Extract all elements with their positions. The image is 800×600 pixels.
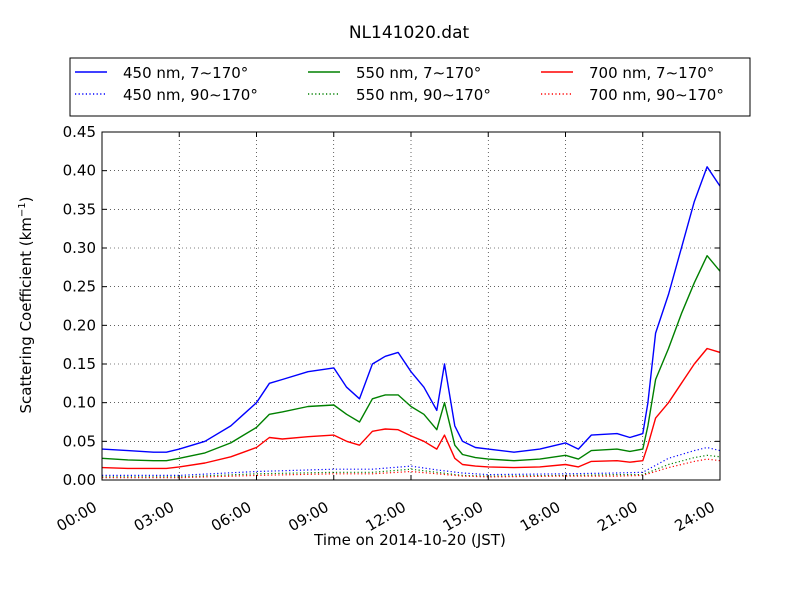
y-tick-label: 0.15 <box>63 355 96 373</box>
x-tick-label: 09:00 <box>285 498 331 535</box>
series-line-5 <box>102 347 720 470</box>
x-tick-label: 15:00 <box>440 498 486 535</box>
x-tick-label: 21:00 <box>594 498 640 535</box>
y-tick-label: 0.05 <box>63 432 96 450</box>
x-tick-label: 06:00 <box>208 498 254 535</box>
x-tick-label: 03:00 <box>131 498 177 535</box>
x-tick-label: 00:00 <box>54 498 100 535</box>
x-tick-label: 12:00 <box>363 498 409 535</box>
x-tick-label: 24:00 <box>672 498 718 535</box>
series-group <box>102 166 720 479</box>
legend-label-6: 700 nm, 90∼170° <box>589 86 724 104</box>
y-axis-label: Scattering Coefficient (km−1) <box>17 196 35 413</box>
y-tick-label: 0.45 <box>63 123 96 141</box>
series-line-1 <box>102 166 720 453</box>
y-tick-label: 0.40 <box>63 162 96 180</box>
y-tick-label: 0.10 <box>63 394 96 412</box>
x-axis-label: Time on 2014-10-20 (JST) <box>313 531 506 549</box>
legend-label-3: 550 nm, 7∼170° <box>356 64 481 82</box>
legend: 450 nm, 7∼170° 450 nm, 90∼170° 550 nm, 7∼1… <box>69 57 751 117</box>
legend-label-4: 550 nm, 90∼170° <box>356 86 491 104</box>
y-tick-label: 0.20 <box>63 316 96 334</box>
chart-title: NL141020.dat <box>349 23 470 43</box>
y-tick-label: 0.00 <box>63 471 96 489</box>
legend-box <box>69 57 751 117</box>
series-line-4 <box>102 454 720 478</box>
x-tick-label: 18:00 <box>517 498 563 535</box>
y-tick-label: 0.30 <box>63 239 96 257</box>
legend-label-2: 450 nm, 90∼170° <box>123 86 258 104</box>
y-tick-label: 0.35 <box>63 200 96 218</box>
legend-label-1: 450 nm, 7∼170° <box>123 64 248 82</box>
series-line-3 <box>102 254 720 462</box>
legend-label-5: 700 nm, 7∼170° <box>589 64 714 82</box>
series-line-2 <box>102 446 720 476</box>
y-tick-label: 0.25 <box>63 278 96 296</box>
plot-area: 00:00 03:00 06:00 09:00 12:00 15:00 18:00 21:00… <box>54 123 721 535</box>
